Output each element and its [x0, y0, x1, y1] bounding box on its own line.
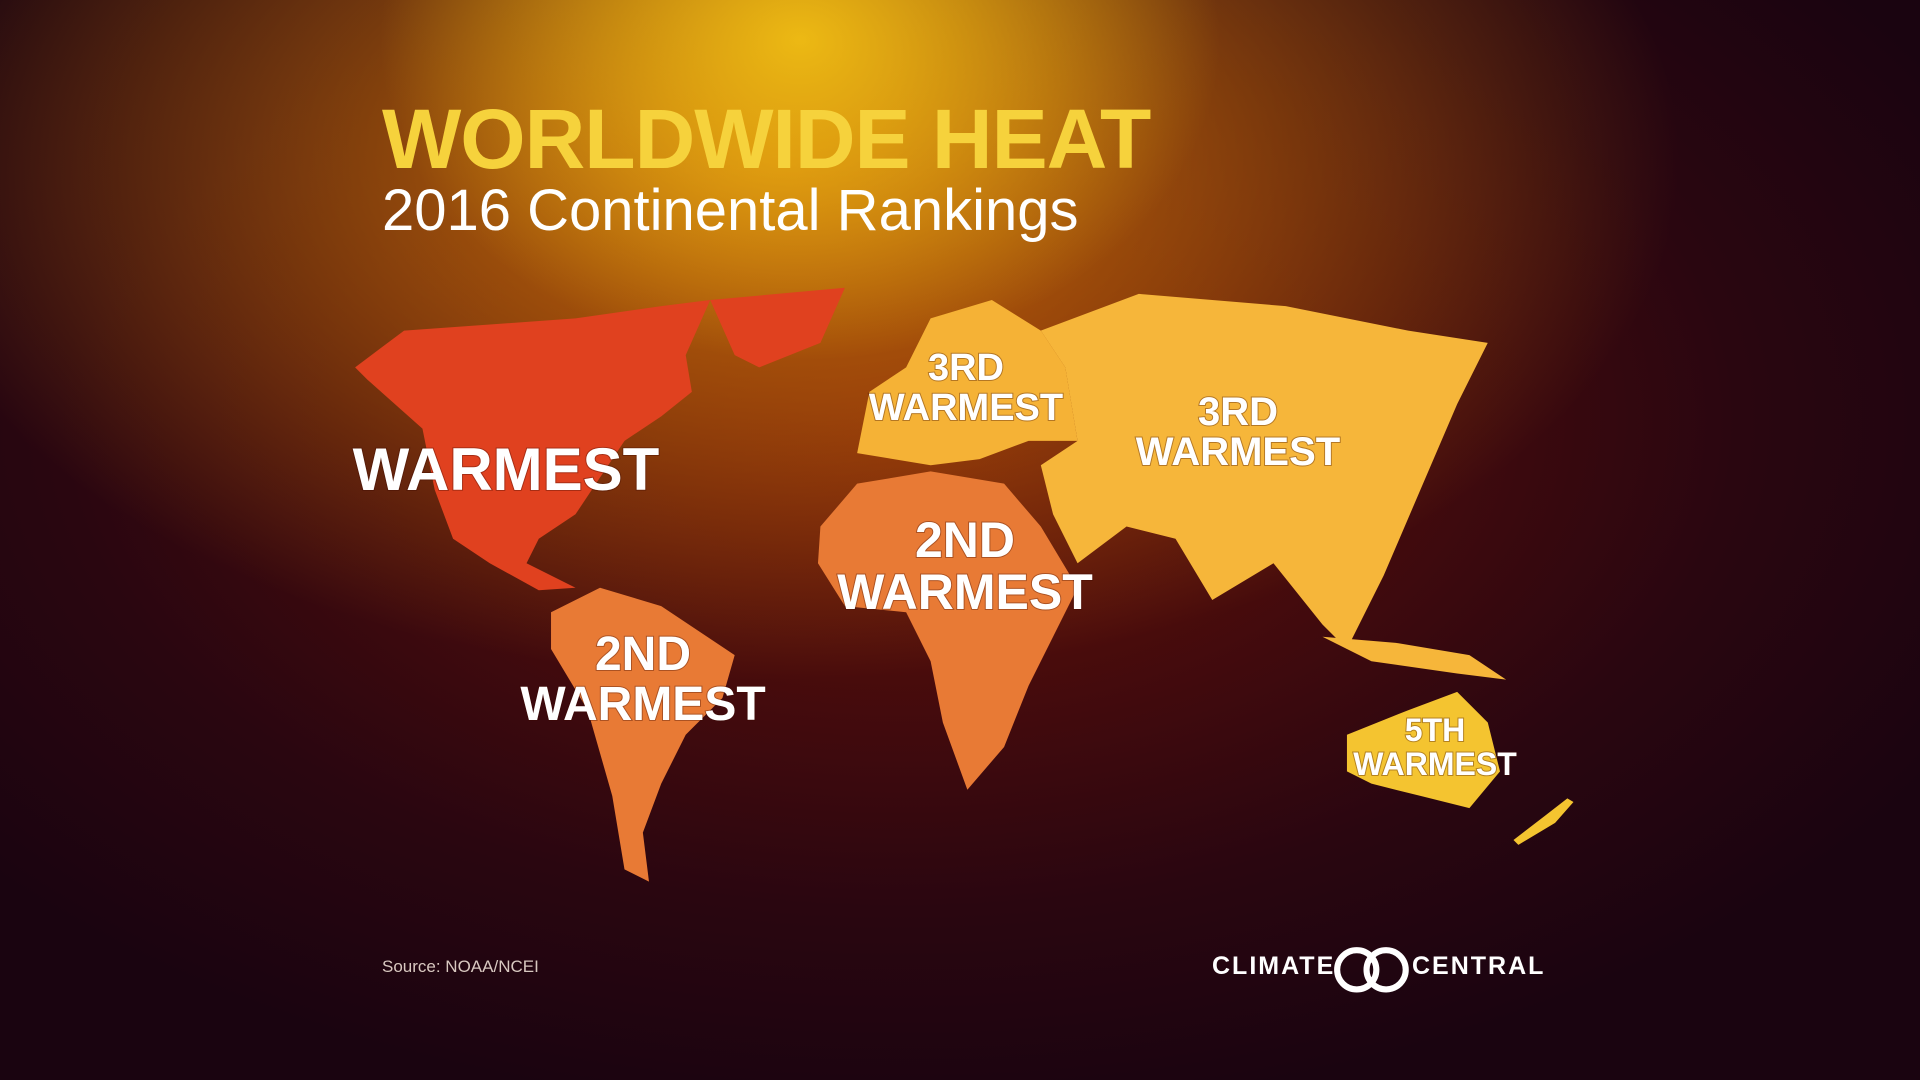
rank-label: 2ND — [595, 628, 691, 681]
new-zealand — [1513, 798, 1574, 845]
continents — [355, 287, 1574, 993]
australia — [1346, 691, 1501, 809]
rank-label: 2ND — [915, 512, 1015, 568]
greenland — [710, 287, 845, 368]
subtitle: 2016 Continental Rankings — [382, 178, 1078, 243]
europe — [857, 300, 1078, 466]
logo-text: CLIMATE — [1212, 952, 1335, 980]
rank-label: WARMEST — [869, 387, 1063, 429]
title: WORLDWIDE HEAT — [382, 92, 1151, 186]
rank-label: WARMEST — [1136, 430, 1340, 474]
indonesia — [1322, 636, 1507, 680]
south-america — [551, 587, 735, 882]
logo-ring — [1363, 947, 1409, 993]
north-america — [355, 300, 711, 591]
asia — [1040, 293, 1488, 649]
rank-label: WARMEST — [837, 564, 1093, 620]
rank-label: 3RD — [1198, 390, 1278, 434]
logo-text: CENTRAL — [1412, 952, 1545, 980]
rank-label: WARMEST — [353, 436, 660, 503]
africa — [817, 471, 1078, 790]
rank-label: WARMEST — [1353, 746, 1517, 782]
logo-ring — [1334, 947, 1380, 993]
rank-label: 3RD — [928, 347, 1004, 389]
rank-label: 5TH — [1405, 712, 1465, 748]
rank-label: WARMEST — [520, 678, 765, 731]
source: Source: NOAA/NCEI — [382, 957, 539, 976]
